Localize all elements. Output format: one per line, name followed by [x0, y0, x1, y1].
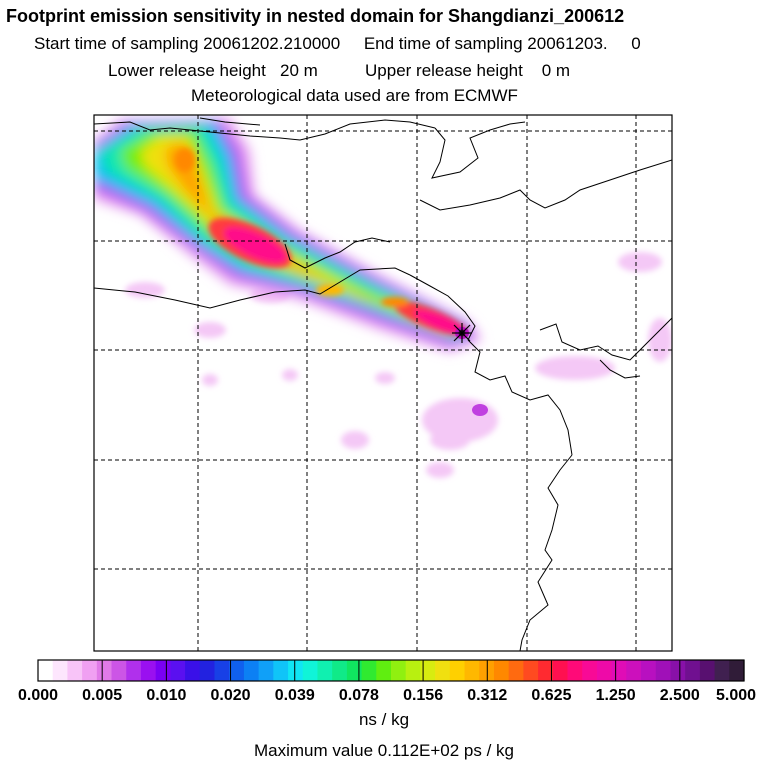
colorbar-segment	[405, 660, 422, 681]
colorbar-segment	[670, 660, 686, 681]
colorbar-segment	[82, 660, 98, 681]
colorbar-segment	[38, 660, 54, 681]
colorbar-segment	[229, 660, 245, 681]
colorbar-segment	[538, 660, 554, 681]
colorbar-tick-label: 1.250	[596, 687, 636, 704]
colorbar-segment	[626, 660, 642, 681]
colorbar-segment	[699, 660, 716, 681]
colorbar-segment	[464, 660, 480, 681]
colorbar-tick-label: 0.020	[211, 687, 251, 704]
colorbar-segment	[567, 660, 583, 681]
colorbar-tick-label: 0.000	[18, 687, 58, 704]
colorbar	[37, 659, 745, 682]
colorbar-segment	[361, 660, 377, 681]
colorbar-segment	[435, 660, 451, 681]
colorbar-segment	[199, 660, 216, 681]
colorbar-tick-label: 0.010	[146, 687, 186, 704]
colorbar-segment	[170, 660, 186, 681]
colorbar-tick-label: 0.156	[403, 687, 443, 704]
colorbar-segment	[493, 660, 510, 681]
colorbar-segment	[273, 660, 289, 681]
release-heights: Lower release height 20 m Upper release …	[108, 61, 571, 80]
map-frame	[93, 114, 673, 652]
colorbar-segment	[449, 660, 466, 681]
colorbar-segment	[641, 660, 657, 681]
colorbar-segment	[258, 660, 274, 681]
gridlines	[94, 115, 672, 651]
receptor-marker	[452, 323, 472, 343]
colorbar-segment	[140, 660, 157, 681]
colorbar-segment	[243, 660, 260, 681]
colorbar-segment	[96, 660, 113, 681]
plot-title: Footprint emission sensitivity in nested…	[6, 6, 625, 26]
colorbar-segment	[155, 660, 171, 681]
sampling-times: Start time of sampling 20061202.210000 E…	[34, 34, 641, 53]
colorbar-segment	[214, 660, 230, 681]
colorbar-tick-label: 2.500	[660, 687, 700, 704]
colorbar-segment	[714, 660, 730, 681]
footprint-plume	[94, 118, 672, 478]
colorbar-segment	[317, 660, 333, 681]
colorbar-segment	[611, 660, 627, 681]
colorbar-segment	[729, 660, 745, 681]
colorbar-segment	[391, 660, 407, 681]
colorbar-labels: 0.000 0.005 0.010 0.020 0.039 0.078 0.156 0.312…	[18, 687, 756, 704]
colorbar-segment	[52, 660, 69, 681]
colorbar-segment	[596, 660, 613, 681]
colorbar-segment	[655, 660, 672, 681]
colorbar-segment	[508, 660, 524, 681]
colorbar-segment	[376, 660, 392, 681]
colorbar-segment	[685, 660, 701, 681]
colorbar-segment	[332, 660, 348, 681]
colorbar-tick-label: 5.000	[716, 687, 756, 704]
colorbar-segment	[288, 660, 304, 681]
colorbar-tick-label: 0.078	[339, 687, 379, 704]
colorbar-segment	[346, 660, 363, 681]
colorbar-tick-label: 0.005	[82, 687, 122, 704]
colorbar-units: ns / kg	[358, 710, 410, 729]
colorbar-segment	[552, 660, 569, 681]
met-data-source: Meteorological data used are from ECMWF	[191, 86, 518, 105]
maximum-value: Maximum value 0.112E+02 ps / kg	[253, 741, 514, 760]
colorbar-segment	[582, 660, 598, 681]
colorbar-segment	[67, 660, 83, 681]
colorbar-tick-label: 0.312	[467, 687, 507, 704]
colorbar-segment	[126, 660, 142, 681]
colorbar-segment	[523, 660, 539, 681]
colorbar-segment	[185, 660, 201, 681]
colorbar-segment	[420, 660, 436, 681]
colorbar-segment	[302, 660, 319, 681]
colorbar-tick-label: 0.625	[531, 687, 571, 704]
colorbar-tick-label: 0.039	[275, 687, 315, 704]
colorbar-segment	[111, 660, 127, 681]
coastlines	[94, 117, 672, 651]
